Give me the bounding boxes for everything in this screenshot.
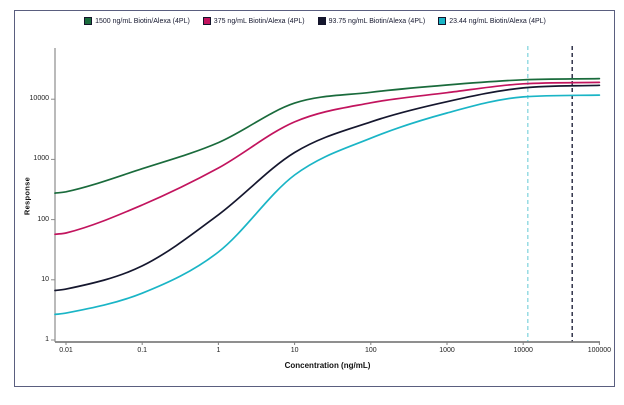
y-axis-title: Response bbox=[22, 176, 32, 216]
series-curve-3 bbox=[54, 94, 601, 316]
y-tick-label: 10 bbox=[41, 275, 49, 283]
y-tick-label: 1000 bbox=[33, 155, 49, 163]
x-tick-label: 10 bbox=[290, 347, 299, 354]
x-tick-label: 1000 bbox=[439, 347, 455, 354]
legend-item: 93.75 ng/mL Biotin/Alexa (4PL) bbox=[317, 17, 426, 25]
legend-marker-icon bbox=[317, 17, 326, 25]
legend-marker-icon bbox=[202, 17, 211, 25]
x-tick-label: 100000 bbox=[587, 347, 612, 354]
x-tick-label: 100 bbox=[364, 347, 377, 354]
series-curve-2 bbox=[54, 84, 601, 292]
legend-item: 23.44 ng/mL Biotin/Alexa (4PL) bbox=[438, 17, 546, 25]
x-tick-label: 0.1 bbox=[137, 347, 148, 354]
figure-border bbox=[14, 10, 615, 387]
x-tick-label: 0.01 bbox=[59, 347, 73, 354]
y-tick-label: 1 bbox=[45, 336, 49, 343]
legend-item-label: 23.44 ng/mL Biotin/Alexa (4PL) bbox=[449, 17, 546, 25]
legend-item-label: 93.75 ng/mL Biotin/Alexa (4PL) bbox=[328, 17, 426, 25]
x-tick-label: 10000 bbox=[513, 347, 533, 354]
legend-marker-icon bbox=[84, 17, 93, 25]
chart-legend: 1500 ng/mL Biotin/Alexa (4PL) 375 ng/mL B… bbox=[20, 17, 610, 25]
legend-item: 1500 ng/mL Biotin/Alexa (4PL) bbox=[84, 17, 190, 25]
legend-item-label: 375 ng/mL Biotin/Alexa (4PL) bbox=[213, 17, 305, 25]
y-tick-label: 100 bbox=[37, 215, 49, 223]
legend-marker-icon bbox=[438, 17, 447, 25]
y-tick-label: 10000 bbox=[29, 95, 49, 103]
legend-item-label: 1500 ng/mL Biotin/Alexa (4PL) bbox=[95, 17, 190, 25]
series-curve-1 bbox=[54, 81, 601, 236]
x-tick-label: 1 bbox=[216, 347, 221, 354]
series-curve-0 bbox=[54, 77, 601, 194]
x-axis-title: Concentration (ng/mL) bbox=[284, 361, 371, 370]
legend-item: 375 ng/mL Biotin/Alexa (4PL) bbox=[202, 17, 305, 25]
